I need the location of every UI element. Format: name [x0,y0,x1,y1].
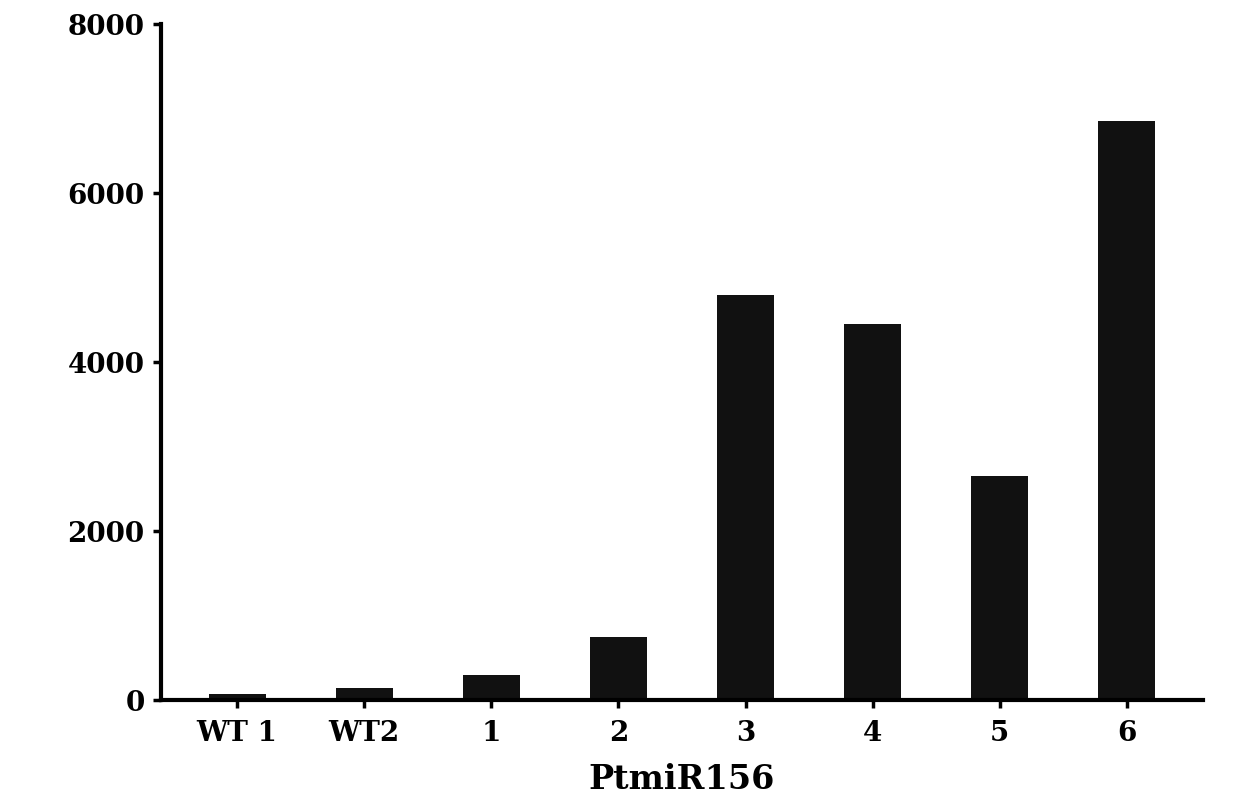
Bar [844,324,901,700]
Bar [336,687,393,700]
Bar [717,295,774,700]
Bar [971,477,1028,700]
Bar [1099,122,1156,700]
Bar [463,675,520,700]
Bar [590,637,647,700]
Bar [208,694,265,700]
X-axis label: PtmiR156: PtmiR156 [589,763,775,796]
